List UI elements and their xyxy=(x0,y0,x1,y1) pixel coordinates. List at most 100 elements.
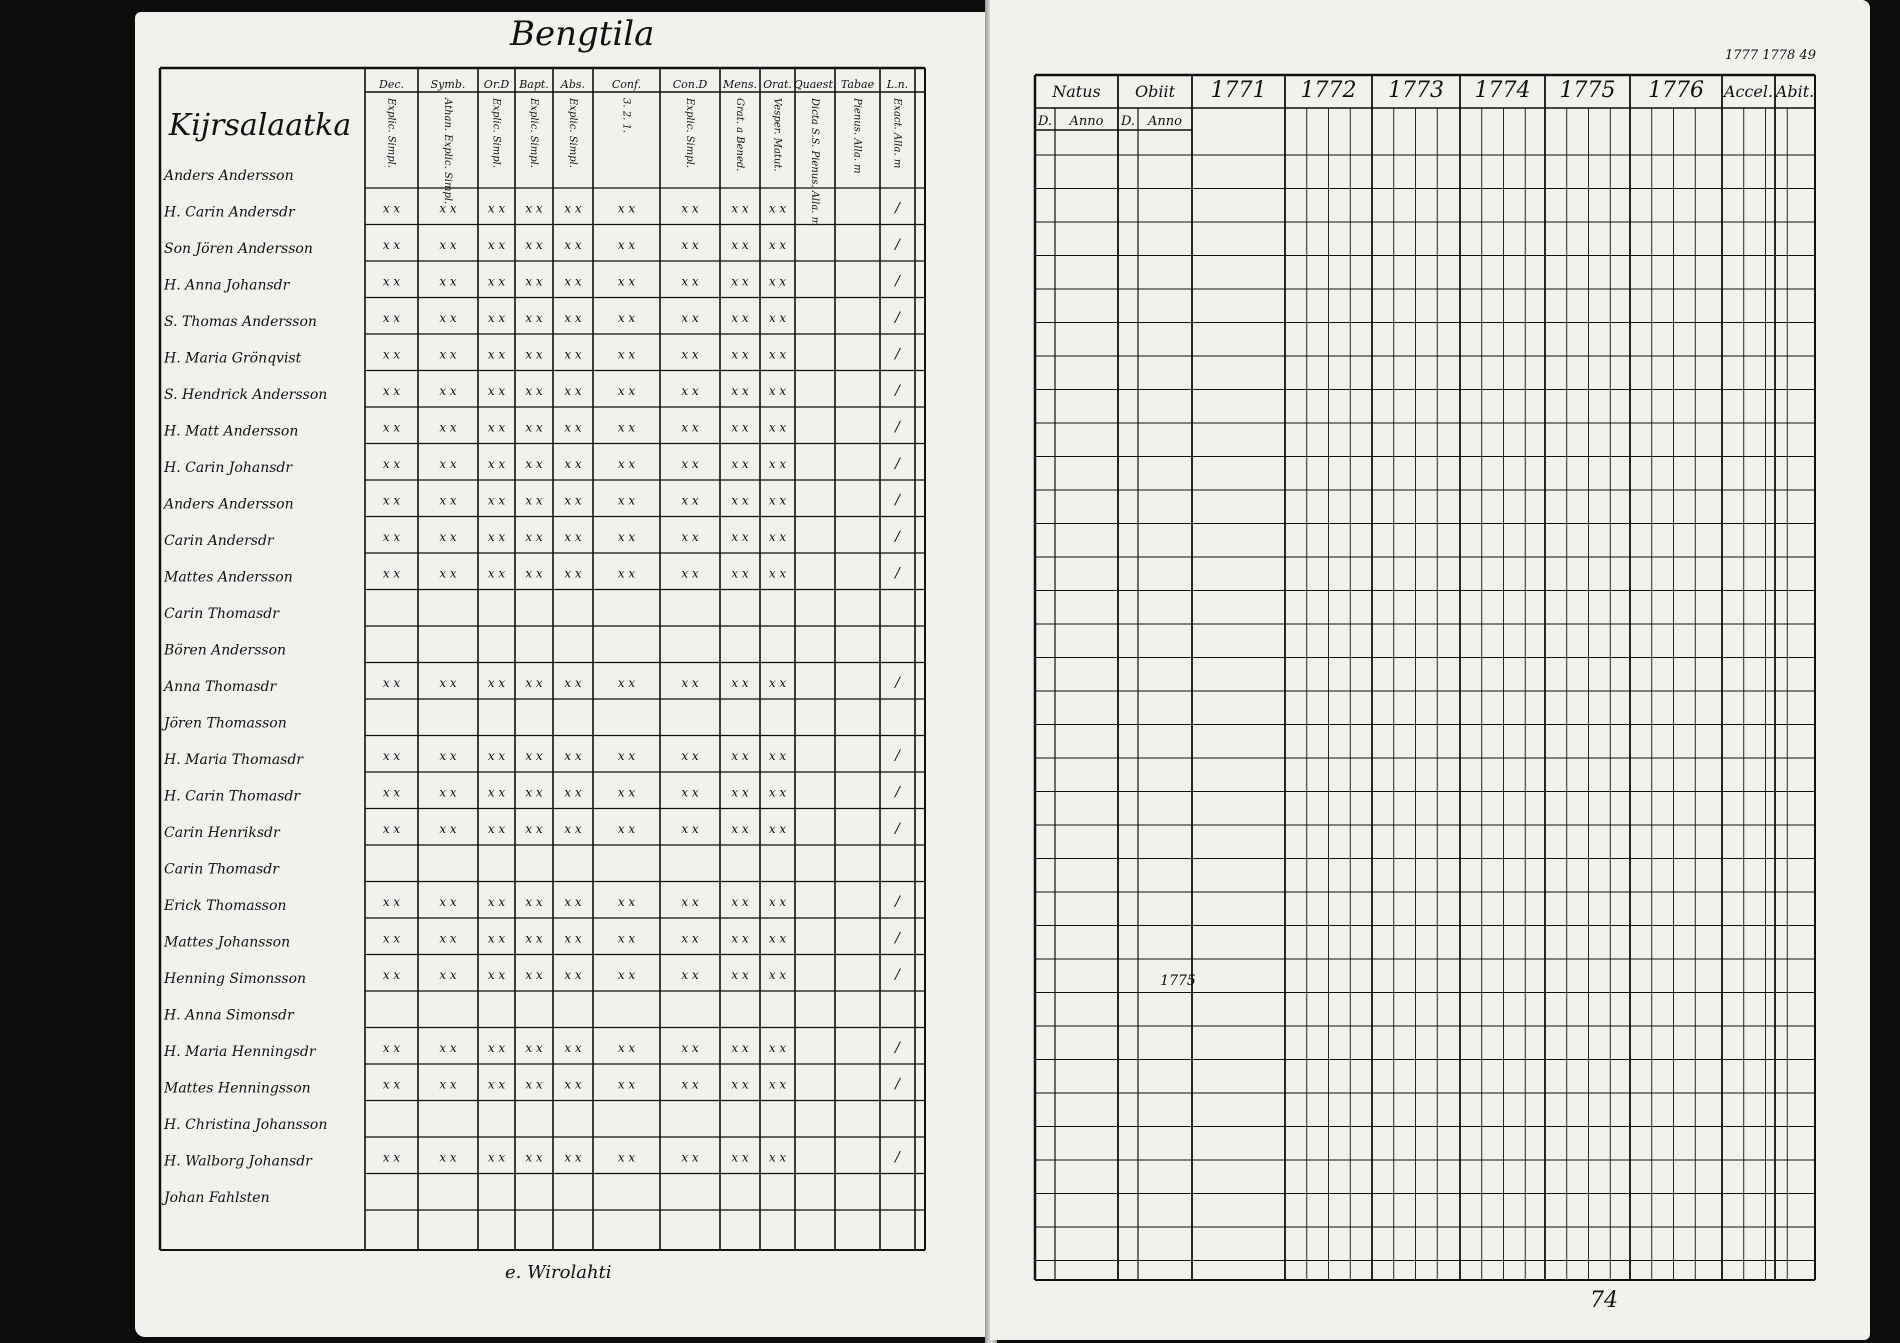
exam-mark-x: x x xyxy=(731,567,749,581)
exam-mark-tick: / xyxy=(893,456,901,472)
column-header: Symb. xyxy=(431,78,466,91)
exam-mark-x: x x xyxy=(439,676,457,690)
exam-mark-x: x x xyxy=(488,202,506,216)
column-header: Orat. xyxy=(763,78,792,91)
column-subheader: D. xyxy=(1037,114,1052,129)
exam-mark-x: x x xyxy=(525,202,543,216)
exam-mark-x: x x xyxy=(731,311,749,325)
register-name: Jören Thomasson xyxy=(161,716,287,732)
exam-mark-x: x x xyxy=(488,1151,506,1165)
column-subheader: 3. 2. 1. xyxy=(621,98,632,133)
register-name: S. Hendrick Andersson xyxy=(164,387,327,403)
column-subheader: Vesper. Matut. xyxy=(772,98,783,172)
exam-mark-x: x x xyxy=(525,822,543,836)
register-name: Bören Andersson xyxy=(163,643,286,659)
exam-mark-x: x x xyxy=(618,1151,636,1165)
bottom-note: e. Wirolahti xyxy=(505,1262,612,1283)
exam-mark-x: x x xyxy=(439,1078,457,1092)
register-name: Anna Thomasdr xyxy=(162,679,277,695)
exam-mark-x: x x xyxy=(618,275,636,289)
exam-mark-x: x x xyxy=(731,384,749,398)
exam-mark-x: x x xyxy=(488,311,506,325)
year-column-header: 1774 xyxy=(1475,78,1531,103)
exam-mark-tick: / xyxy=(893,310,901,326)
exam-mark-x: x x xyxy=(769,1078,787,1092)
exam-mark-x: x x xyxy=(564,421,582,435)
exam-mark-x: x x xyxy=(525,1151,543,1165)
exam-mark-x: x x xyxy=(383,494,401,508)
exam-mark-x: x x xyxy=(525,932,543,946)
exam-mark-x: x x xyxy=(488,567,506,581)
side-heading: Kijrsalaatka xyxy=(168,108,351,143)
exam-mark-x: x x xyxy=(681,749,699,763)
exam-mark-x: x x xyxy=(681,530,699,544)
exam-mark-x: x x xyxy=(618,749,636,763)
exam-mark-x: x x xyxy=(618,1041,636,1055)
exam-mark-x: x x xyxy=(439,238,457,252)
exam-mark-x: x x xyxy=(439,932,457,946)
exam-mark-x: x x xyxy=(681,968,699,982)
exam-mark-x: x x xyxy=(383,1151,401,1165)
column-subheader: Anno xyxy=(1147,114,1182,129)
exam-mark-x: x x xyxy=(681,494,699,508)
year-column-header: Obiit xyxy=(1135,82,1176,101)
register-name: H. Carin Thomasdr xyxy=(163,789,301,805)
exam-mark-x: x x xyxy=(488,384,506,398)
column-header: Mens. xyxy=(722,78,757,91)
exam-mark-x: x x xyxy=(383,202,401,216)
exam-mark-x: x x xyxy=(731,238,749,252)
exam-mark-x: x x xyxy=(731,494,749,508)
column-header: Abs. xyxy=(560,78,585,91)
register-name: H. Maria Henningsdr xyxy=(163,1044,317,1060)
exam-mark-x: x x xyxy=(769,895,787,909)
exam-mark-x: x x xyxy=(439,275,457,289)
exam-mark-x: x x xyxy=(525,311,543,325)
column-subheader: Athan. Explic. Simpl. xyxy=(442,97,453,204)
exam-mark-x: x x xyxy=(769,530,787,544)
register-title: Bengtila xyxy=(510,14,655,54)
exam-mark-x: x x xyxy=(383,311,401,325)
column-header: Conf. xyxy=(612,78,641,91)
exam-mark-x: x x xyxy=(488,932,506,946)
column-header: Dec. xyxy=(378,78,404,91)
exam-mark-tick: / xyxy=(893,675,901,691)
exam-mark-x: x x xyxy=(525,494,543,508)
exam-mark-x: x x xyxy=(564,530,582,544)
corner-year-note: 1777 1778 49 xyxy=(1725,48,1816,63)
exam-mark-x: x x xyxy=(564,348,582,362)
exam-mark-tick: / xyxy=(893,237,901,253)
exam-mark-x: x x xyxy=(769,275,787,289)
exam-mark-x: x x xyxy=(564,384,582,398)
exam-mark-x: x x xyxy=(525,421,543,435)
year-column-header: 1775 xyxy=(1560,78,1616,103)
exam-mark-x: x x xyxy=(769,968,787,982)
exam-mark-tick: / xyxy=(893,931,901,947)
exam-mark-tick: / xyxy=(893,894,901,910)
exam-mark-x: x x xyxy=(769,202,787,216)
exam-mark-x: x x xyxy=(618,786,636,800)
exam-mark-x: x x xyxy=(618,348,636,362)
exam-mark-x: x x xyxy=(681,275,699,289)
register-name: Mattes Johansson xyxy=(163,935,290,951)
exam-mark-x: x x xyxy=(769,932,787,946)
column-subheader: Explic. Simpl. xyxy=(528,97,539,168)
column-subheader: Anno xyxy=(1069,114,1104,129)
exam-mark-x: x x xyxy=(525,786,543,800)
year-column-header: 1773 xyxy=(1388,78,1444,103)
exam-mark-x: x x xyxy=(564,1151,582,1165)
exam-mark-tick: / xyxy=(893,748,901,764)
exam-mark-x: x x xyxy=(439,822,457,836)
exam-mark-x: x x xyxy=(564,1078,582,1092)
exam-mark-x: x x xyxy=(488,676,506,690)
exam-mark-x: x x xyxy=(618,202,636,216)
exam-mark-x: x x xyxy=(681,932,699,946)
exam-mark-tick: / xyxy=(893,566,901,582)
column-subheader: Explic. Simpl. xyxy=(684,97,695,168)
register-name: H. Carin Andersdr xyxy=(163,205,296,221)
exam-mark-x: x x xyxy=(681,1041,699,1055)
exam-mark-x: x x xyxy=(439,384,457,398)
exam-mark-x: x x xyxy=(383,530,401,544)
exam-mark-x: x x xyxy=(383,567,401,581)
exam-mark-x: x x xyxy=(681,238,699,252)
